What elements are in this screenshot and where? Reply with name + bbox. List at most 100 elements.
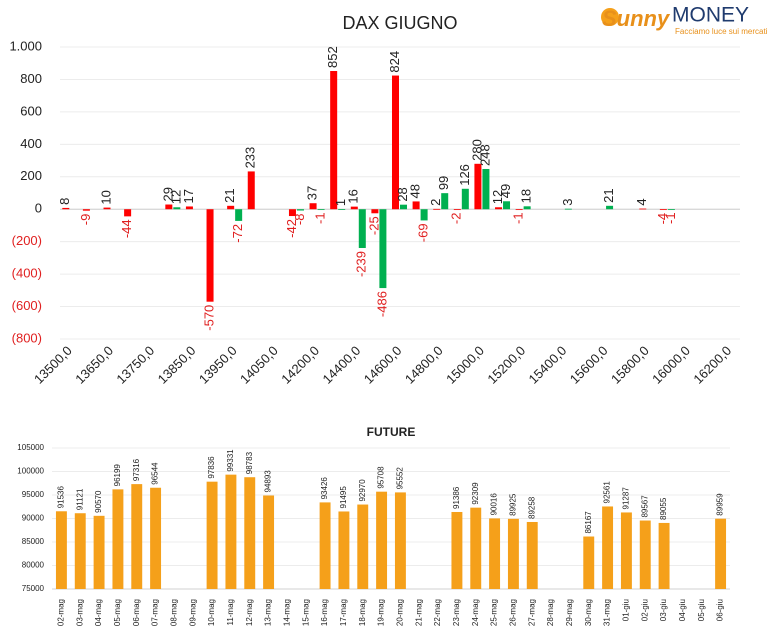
logo-sun xyxy=(601,8,619,26)
value-label: 90016 xyxy=(490,493,499,516)
bar xyxy=(288,209,296,217)
x-tick-label: 06-mag xyxy=(132,599,141,626)
value-label: 17 xyxy=(181,189,196,203)
bar xyxy=(391,75,399,210)
x-tick-label: 17-mag xyxy=(339,599,348,626)
value-label: -44 xyxy=(119,219,134,238)
bar xyxy=(309,203,317,210)
value-label: 97836 xyxy=(207,456,216,479)
y-tick-label: (400) xyxy=(12,266,42,281)
bar xyxy=(74,513,86,589)
value-label: 29 xyxy=(160,187,175,201)
value-label: -69 xyxy=(416,223,431,242)
x-tick-label: 02-giu xyxy=(640,599,649,621)
bar xyxy=(470,507,482,589)
value-label: -72 xyxy=(230,224,245,243)
bar xyxy=(606,205,614,210)
value-label: 91495 xyxy=(339,486,348,509)
value-label: -25 xyxy=(366,216,381,235)
bar xyxy=(620,512,632,589)
bar xyxy=(451,511,463,589)
y-tick-label: 1.000 xyxy=(9,38,42,53)
bar xyxy=(507,518,519,589)
x-tick-label: 23-mag xyxy=(452,599,461,626)
value-label: 91287 xyxy=(622,487,631,510)
bar xyxy=(350,206,358,210)
bar xyxy=(185,206,193,210)
x-tick-label: 11-mag xyxy=(226,599,235,626)
x-tick-label: 05-mag xyxy=(113,599,122,626)
bar xyxy=(639,208,647,210)
bar xyxy=(394,492,406,589)
bar xyxy=(495,207,503,210)
value-label: 28 xyxy=(395,187,410,201)
logo: Sunny MONEY Facciamo luce sui mercati xyxy=(601,4,768,36)
x-tick-label: 09-mag xyxy=(188,599,197,626)
value-label: 92561 xyxy=(603,481,612,504)
bar xyxy=(371,209,379,214)
bar xyxy=(131,484,143,589)
bar xyxy=(150,487,162,589)
x-tick-label: 26-mag xyxy=(509,599,518,626)
y-tick-label: 90000 xyxy=(22,514,45,523)
chart-title: FUTURE xyxy=(367,425,416,439)
value-label: 97316 xyxy=(132,458,141,481)
bar xyxy=(583,536,595,589)
bar xyxy=(602,506,614,589)
bar xyxy=(515,209,523,211)
value-label: 18 xyxy=(519,189,534,203)
y-tick-label: (600) xyxy=(12,298,42,313)
bar xyxy=(62,207,70,210)
x-tick-label: 19-mag xyxy=(377,599,386,626)
value-label: 3 xyxy=(560,199,575,206)
bar xyxy=(330,71,338,210)
y-tick-label: 80000 xyxy=(22,561,45,570)
bar xyxy=(103,207,111,210)
value-label: -42 xyxy=(284,219,299,238)
value-label: 89959 xyxy=(716,493,725,516)
x-tick-label: 27-mag xyxy=(527,599,536,626)
value-label: -9 xyxy=(78,214,93,226)
bar xyxy=(658,522,670,589)
bar xyxy=(296,209,304,211)
bar xyxy=(503,201,511,210)
value-label: 95708 xyxy=(377,466,386,489)
y-tick-label: 100000 xyxy=(17,467,44,476)
x-tick-label: 16-mag xyxy=(320,599,329,626)
x-tick-label: 30-mag xyxy=(584,599,593,626)
y-tick-label: 95000 xyxy=(22,490,45,499)
value-label: 12 xyxy=(490,190,505,204)
value-label: 90570 xyxy=(94,490,103,513)
y-tick-label: 105000 xyxy=(17,443,44,452)
x-tick-label: 08-mag xyxy=(170,599,179,626)
value-label: -239 xyxy=(354,251,369,277)
value-label: 99 xyxy=(436,176,451,190)
value-label: 89567 xyxy=(640,495,649,518)
bar xyxy=(433,208,441,210)
y-tick-label: 600 xyxy=(20,103,42,118)
bar xyxy=(124,209,132,217)
value-label: -8 xyxy=(292,214,307,226)
value-label: 12 xyxy=(168,190,183,204)
x-tick-label: 31-mag xyxy=(603,599,612,626)
x-tick-label: 02-mag xyxy=(57,599,66,626)
logo-brand: Sunny xyxy=(602,6,671,31)
x-tick-label: 18-mag xyxy=(358,599,367,626)
value-label: 248 xyxy=(477,144,492,166)
bar xyxy=(165,204,173,210)
y-tick-label: 200 xyxy=(20,168,42,183)
bar xyxy=(112,489,124,589)
bar xyxy=(358,209,366,248)
x-tick-label: 03-giu xyxy=(659,599,668,621)
y-tick-label: 800 xyxy=(20,71,42,86)
value-label: 94893 xyxy=(264,470,273,493)
x-tick-label: 20-mag xyxy=(396,599,405,626)
value-label: 48 xyxy=(408,184,423,198)
bar xyxy=(357,504,369,589)
x-tick-label: 21-mag xyxy=(414,599,423,626)
value-label: 91386 xyxy=(452,486,461,509)
logo-name: MONEY xyxy=(672,4,749,27)
value-label: 86167 xyxy=(584,511,593,534)
value-label: 89925 xyxy=(509,493,518,516)
